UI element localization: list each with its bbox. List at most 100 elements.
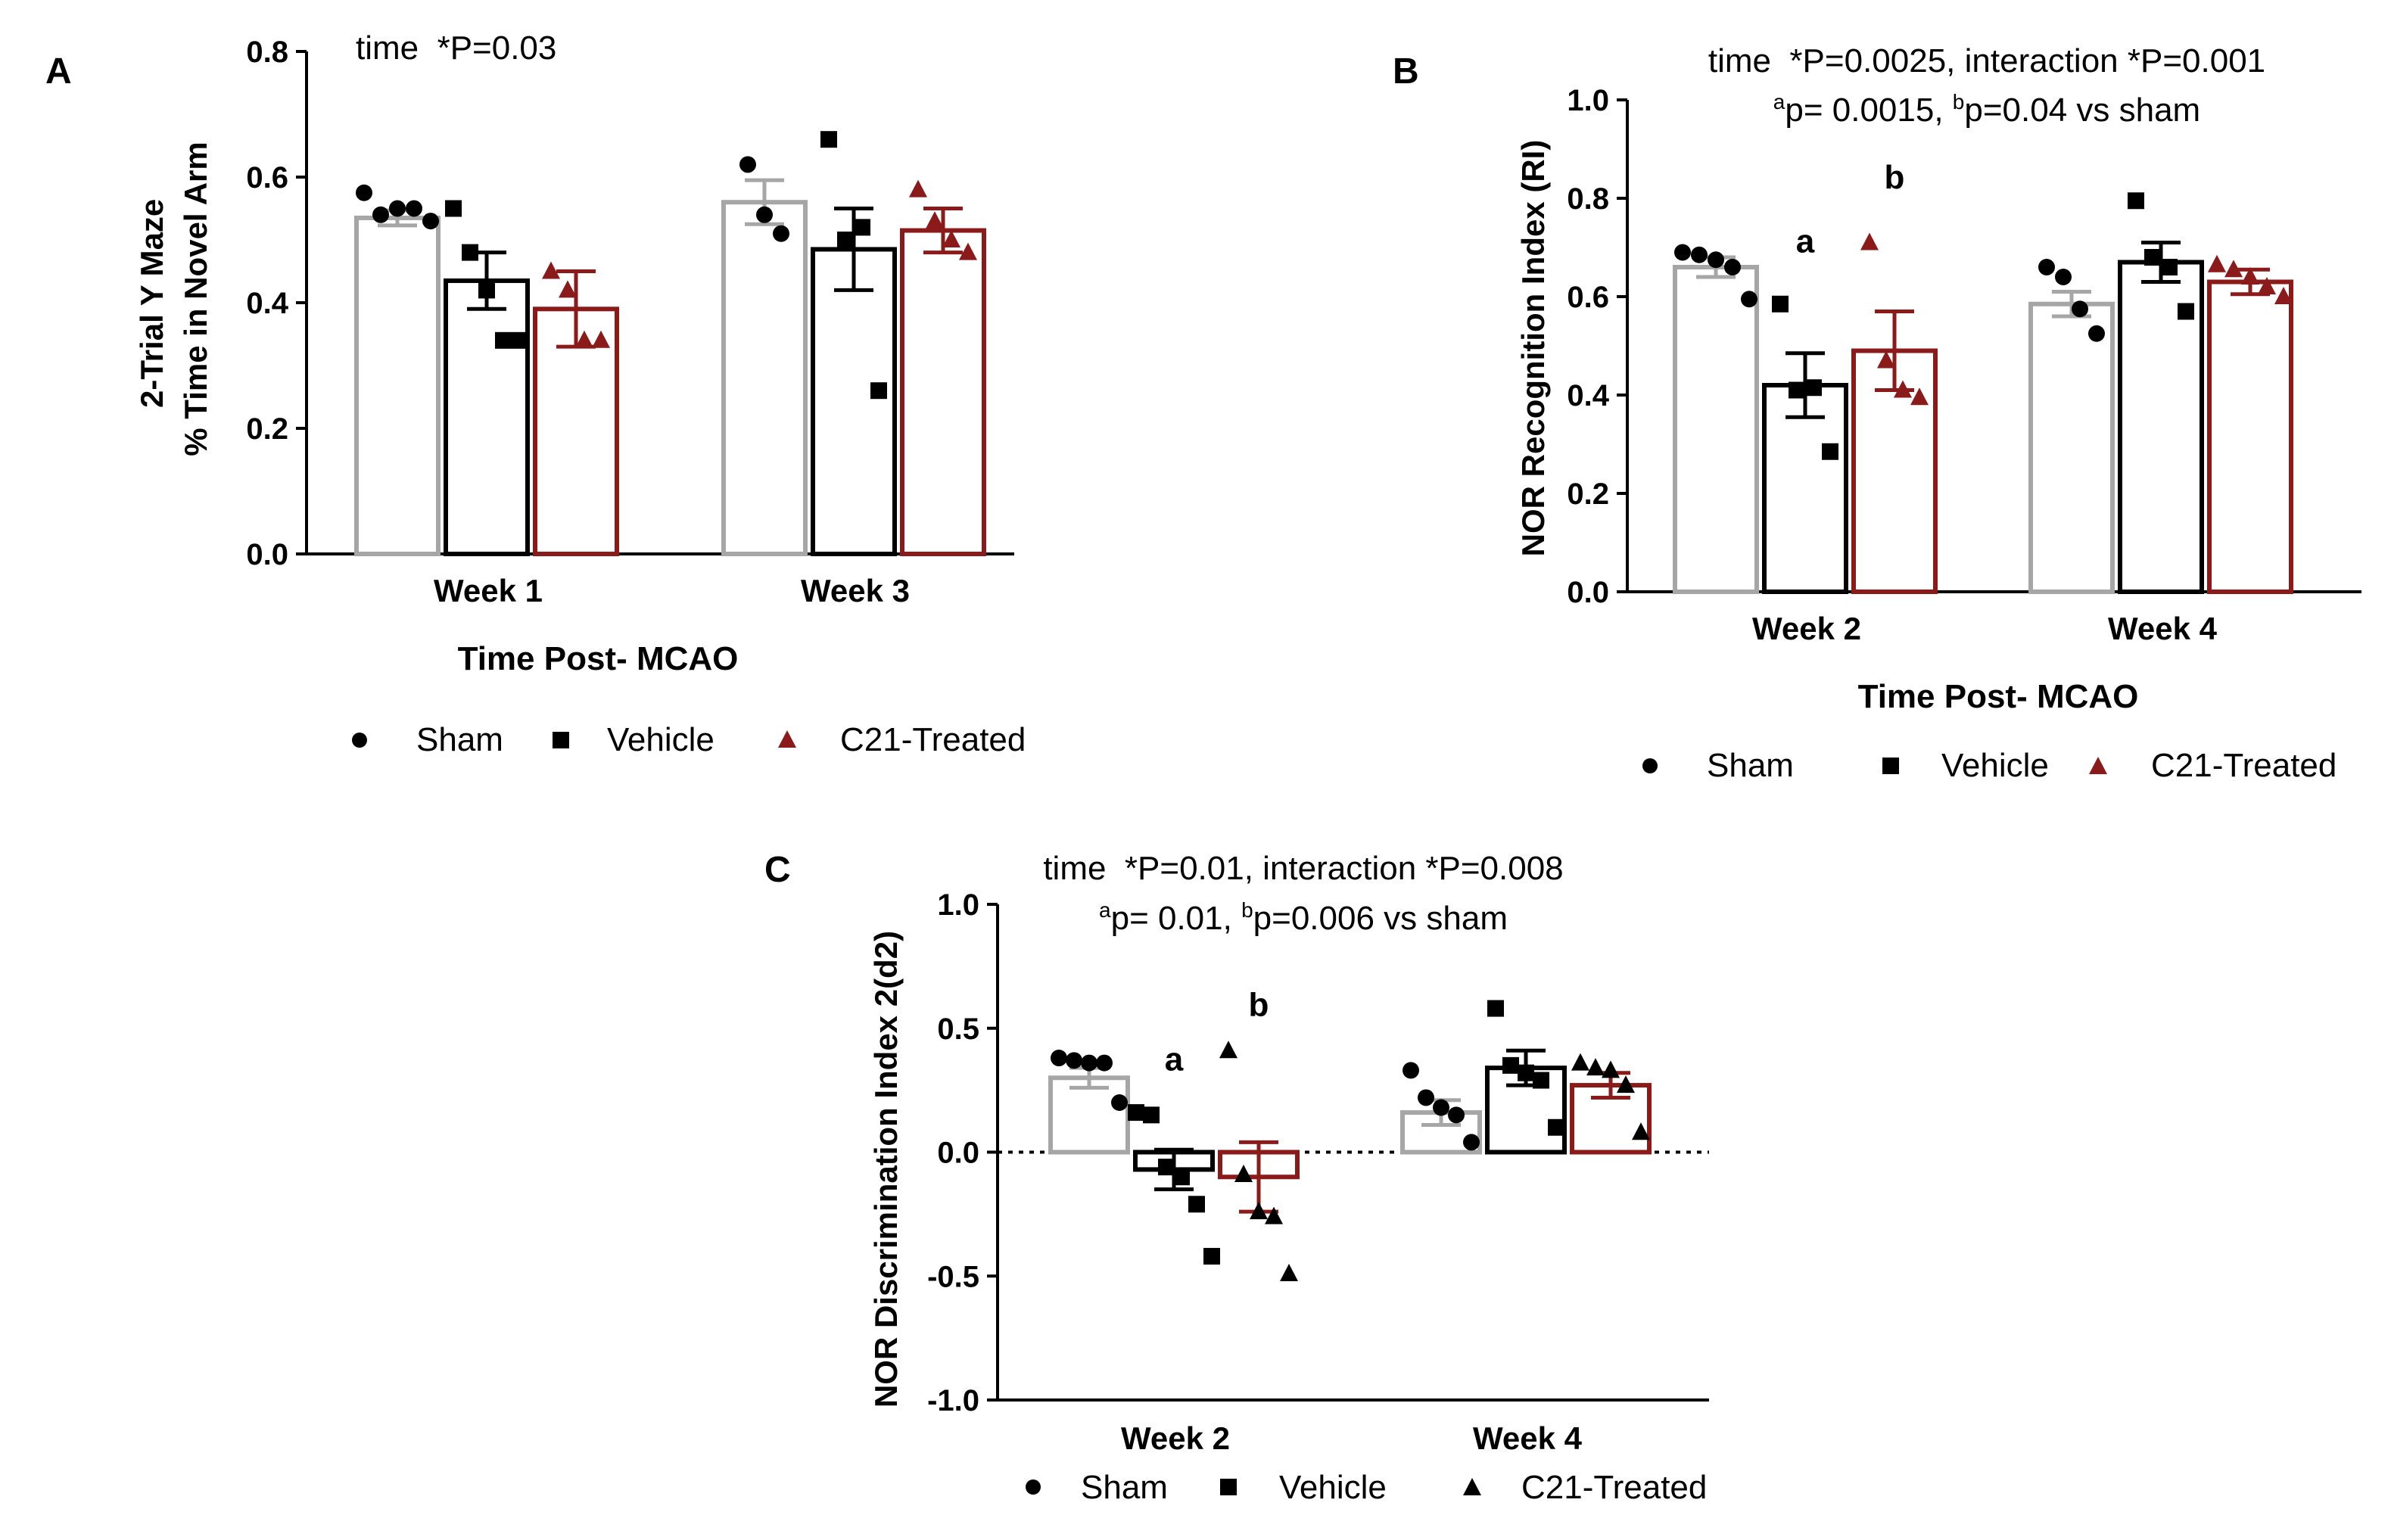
square-icon xyxy=(1220,1479,1237,1495)
panel-a-plot: 0.0 0.2 0.4 0.6 0.8 Week 1 Week 3 xyxy=(246,36,1014,608)
significance-letter: b xyxy=(1249,986,1269,1023)
triangle-data-point xyxy=(1894,380,1912,398)
circle-data-point xyxy=(1081,1054,1097,1072)
square-icon xyxy=(1882,758,1899,774)
x-tick-label: Week 2 xyxy=(1752,611,1861,646)
triangle-icon xyxy=(778,730,796,748)
significance-letter: b xyxy=(1885,159,1905,196)
panel-a-legend-vehicle: Vehicle xyxy=(607,721,714,758)
y-tick-label: 0.4 xyxy=(1567,379,1609,412)
y-tick-label: 0.6 xyxy=(1567,281,1609,314)
circle-data-point xyxy=(1066,1052,1082,1069)
square-data-point xyxy=(462,244,478,261)
panel-b-annotation-line1: time *P=0.0025, interaction *P=0.001 xyxy=(1708,42,2265,79)
square-data-point xyxy=(495,331,512,349)
circle-icon xyxy=(352,733,367,748)
triangle-data-point xyxy=(1860,232,1879,250)
triangle-data-point xyxy=(559,280,577,298)
square-data-point xyxy=(870,382,887,400)
circle-data-point xyxy=(1741,291,1757,308)
square-data-point xyxy=(854,219,870,236)
circle-data-point xyxy=(406,200,422,217)
circle-data-point xyxy=(1111,1094,1128,1111)
panel-c-annotation-line1: time *P=0.01, interaction *P=0.008 xyxy=(1043,850,1563,887)
bar xyxy=(444,278,530,556)
circle-data-point xyxy=(1708,251,1724,269)
square-data-point xyxy=(445,200,462,217)
triangle-data-point xyxy=(2258,277,2276,294)
square-data-point xyxy=(1805,379,1822,397)
triangle-icon xyxy=(2089,757,2107,774)
square-data-point xyxy=(1128,1104,1144,1122)
panel-a-letter: A xyxy=(45,51,72,92)
circle-data-point xyxy=(356,184,372,201)
square-data-point xyxy=(512,331,528,349)
triangle-data-point xyxy=(926,211,944,229)
y-tick-label: 0.2 xyxy=(1567,478,1609,511)
triangle-data-point xyxy=(959,242,977,260)
panel-a-x-axis-label: Time Post- MCAO xyxy=(458,640,739,677)
panel-c-y-axis-label: NOR Discrimination Index 2(d2) xyxy=(868,931,904,1408)
triangle-data-point xyxy=(1250,1202,1268,1220)
y-tick-label: -1.0 xyxy=(927,1384,979,1417)
panel-a-annotation: time *P=0.03 xyxy=(356,30,556,67)
panel-c-letter: C xyxy=(764,850,791,890)
panel-b-legend-sham: Sham xyxy=(1707,747,1794,784)
square-data-point xyxy=(2178,303,2194,320)
panel-c-annotation-line2: ap= 0.01, bp=0.006 vs sham xyxy=(1099,898,1508,937)
circle-data-point xyxy=(2038,259,2055,275)
x-tick-label: Week 1 xyxy=(434,573,543,608)
panel-c-annotation-text-a: p= 0.01, xyxy=(1111,900,1241,937)
square-data-point xyxy=(1518,1064,1534,1081)
panel-b-y-axis-label: NOR Recognition Index (RI) xyxy=(1515,140,1551,557)
panel-a-y-axis-label-line2: % Time in Novel Arm xyxy=(178,142,213,456)
x-tick-label: Week 4 xyxy=(2108,611,2218,646)
significance-letter: a xyxy=(1165,1041,1184,1078)
circle-data-point xyxy=(372,206,389,223)
panel-c-legend: Sham Vehicle C21-Treated xyxy=(1026,1469,1707,1506)
y-tick-label: 1.0 xyxy=(937,888,979,922)
x-tick-label: Week 2 xyxy=(1121,1420,1230,1456)
panel-c-legend-c21: C21-Treated xyxy=(1521,1469,1707,1506)
triangle-data-point xyxy=(1586,1058,1605,1076)
square-data-point xyxy=(1533,1072,1549,1089)
y-tick-label: 0.5 xyxy=(937,1013,979,1046)
square-icon xyxy=(553,732,569,748)
circle-data-point xyxy=(422,213,439,230)
panel-b-x-axis-label: Time Post- MCAO xyxy=(1858,678,2139,715)
panel-b-legend: Sham Vehicle C21-Treated xyxy=(1642,747,2337,784)
square-data-point xyxy=(1772,295,1789,313)
significance-letter: a xyxy=(1796,223,1815,260)
circle-data-point xyxy=(773,225,789,242)
bar xyxy=(721,200,808,556)
square-data-point xyxy=(1822,443,1838,460)
square-data-point xyxy=(1158,1159,1175,1176)
bar xyxy=(1673,265,1759,594)
panel-b-annotation-text-a: p= 0.0015, xyxy=(1785,92,1952,129)
square-data-point xyxy=(837,232,854,248)
square-data-point xyxy=(1487,1000,1504,1017)
circle-data-point xyxy=(1674,244,1691,261)
bar xyxy=(533,306,619,556)
y-tick-label: 0.4 xyxy=(246,287,288,320)
panel-b: B time *P=0.0025, interaction *P=0.001 a… xyxy=(1393,42,2361,784)
square-data-point xyxy=(1203,1248,1220,1265)
bar xyxy=(354,215,441,556)
panel-b-annotation-sup-a: a xyxy=(1773,90,1785,114)
square-data-point xyxy=(2128,192,2144,210)
panel-b-annotation-text-b: p=0.04 vs sham xyxy=(1964,92,2200,129)
y-tick-label: 0.8 xyxy=(1567,182,1609,216)
panel-a: A time *P=0.03 2-Trial Y Maze % Time in … xyxy=(45,30,1026,758)
panel-b-letter: B xyxy=(1393,51,1419,92)
triangle-data-point xyxy=(1910,387,1929,406)
panel-c-annotation-text-b: p=0.006 vs sham xyxy=(1253,900,1508,937)
circle-data-point xyxy=(2072,300,2088,318)
y-tick-label: 0.0 xyxy=(246,538,288,571)
y-tick-label: -0.5 xyxy=(927,1260,979,1293)
bar xyxy=(811,247,897,556)
circle-data-point xyxy=(1051,1050,1067,1067)
circle-data-point xyxy=(2055,269,2072,285)
square-data-point xyxy=(478,282,495,299)
panel-b-legend-vehicle: Vehicle xyxy=(1941,747,2049,784)
